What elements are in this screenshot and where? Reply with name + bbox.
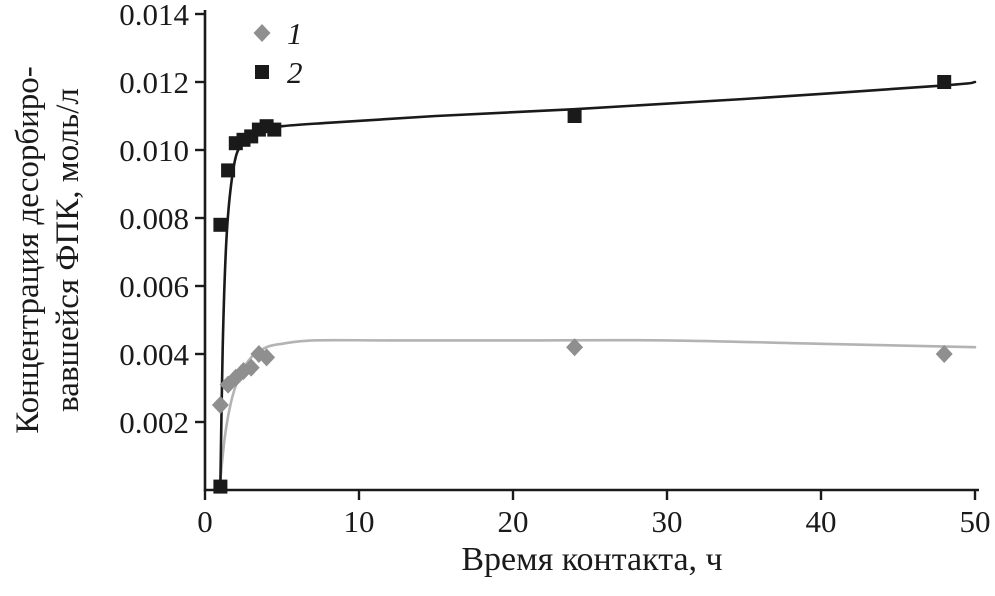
y-tick-label: 0.012 (119, 65, 189, 100)
x-tick-label: 0 (197, 504, 213, 539)
marker-square-series-2 (213, 217, 228, 232)
y-axis-title-line2: вавшейся ФПК, моль/л (50, 88, 86, 412)
marker-square-series-2 (213, 479, 228, 494)
y-axis-title-line1: Концентрация десорбиро- (9, 66, 46, 434)
x-tick-label: 40 (806, 504, 837, 539)
y-axis-title: Концентрация десорбиро- вавшейся ФПК, мо… (8, 66, 89, 434)
y-tick-label: 0.004 (119, 337, 189, 372)
y-tick-label: 0.010 (119, 133, 189, 168)
axis-lines (203, 10, 979, 492)
x-tick-label: 30 (652, 504, 683, 539)
y-tick-label: 0.006 (119, 269, 189, 304)
marker-square-series-2 (267, 122, 282, 137)
marker-square-series-2 (567, 109, 582, 123)
trend-line-series-2 (219, 80, 977, 485)
legend-marker-2 (255, 65, 269, 79)
marker-diamond-series-1 (211, 396, 229, 414)
y-tick-label: 0.008 (119, 201, 189, 236)
marker-square-series-2 (221, 163, 236, 178)
marker-diamond-series-1 (566, 338, 584, 357)
marker-diamond-series-1 (258, 348, 276, 367)
x-axis-title: Время контакта, ч (461, 541, 723, 578)
x-tick-label: 10 (344, 504, 375, 539)
legend-label-2: 2 (287, 55, 303, 90)
marker-square-series-2 (937, 75, 952, 89)
legend-label-1: 1 (287, 16, 303, 51)
legend-marker-1 (253, 24, 271, 42)
x-tick-label: 20 (498, 504, 529, 539)
y-tick-label: 0.002 (119, 405, 189, 440)
y-tick-label: 0.014 (119, 0, 189, 32)
x-tick-label: 50 (960, 504, 991, 539)
marker-diamond-series-1 (935, 345, 953, 363)
marker-diamond-series-1 (242, 358, 260, 377)
trend-line-series-1 (219, 338, 977, 482)
